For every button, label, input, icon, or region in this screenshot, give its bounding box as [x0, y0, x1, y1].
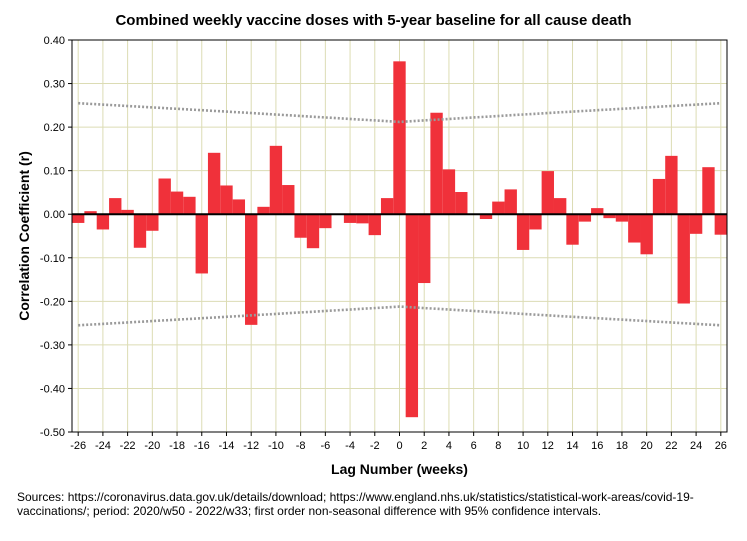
- x-tick-label: -2: [370, 440, 380, 452]
- bar-lag-2: [418, 214, 431, 284]
- y-tick-label: -0.30: [40, 340, 65, 352]
- y-tick-label: 0.30: [44, 79, 65, 91]
- bar-lag--16: [195, 214, 208, 274]
- bar-lag-25: [702, 167, 715, 215]
- bar-lag--13: [232, 199, 246, 215]
- x-tick-label: -6: [320, 440, 330, 452]
- y-tick-label: -0.40: [40, 383, 65, 395]
- bar-lag-17: [603, 214, 616, 219]
- bar-lag-16: [591, 208, 604, 215]
- x-tick-label: -4: [345, 440, 355, 452]
- source-footnote: Sources: https://coronavirus.data.gov.uk…: [17, 490, 694, 518]
- x-tick-label: 6: [471, 440, 477, 452]
- y-tick-label: -0.10: [40, 253, 65, 265]
- bar-lag--26: [72, 214, 85, 223]
- x-tick-label: -26: [70, 440, 86, 452]
- bar-lag-26: [714, 214, 727, 235]
- bar-lag-1: [405, 214, 419, 418]
- x-tick-label: 24: [690, 440, 702, 452]
- chart-title: Combined weekly vaccine doses with 5-yea…: [115, 12, 632, 29]
- bar-lag--9: [282, 185, 295, 215]
- x-tick-label: 18: [616, 440, 628, 452]
- x-tick-label: -16: [194, 440, 210, 452]
- x-tick-label: 2: [421, 440, 427, 452]
- x-tick-label: -12: [243, 440, 259, 452]
- x-tick-label: 10: [517, 440, 529, 452]
- x-tick-label: -14: [219, 440, 235, 452]
- x-tick-label: -8: [296, 440, 306, 452]
- x-tick-label: 14: [566, 440, 578, 452]
- x-tick-label: -18: [169, 440, 185, 452]
- x-tick-label: 22: [665, 440, 677, 452]
- y-tick-label: -0.20: [40, 296, 65, 308]
- bar-lag-9: [504, 189, 517, 215]
- bar-lag-13: [553, 198, 567, 215]
- bar-lag--4: [343, 214, 357, 223]
- x-tick-label: 16: [591, 440, 603, 452]
- bar-lag--22: [121, 209, 134, 215]
- bar-lag--3: [356, 214, 369, 224]
- bar-lag--10: [269, 145, 283, 215]
- bar-lag-11: [529, 214, 542, 230]
- x-tick-label: -20: [144, 440, 160, 452]
- bar-lag--23: [109, 198, 122, 215]
- bar-lag-23: [677, 214, 690, 304]
- x-axis-label: Lag Number (weeks): [331, 461, 468, 477]
- bar-layer: [72, 61, 727, 418]
- bar-lag--24: [96, 214, 110, 230]
- bar-lag-7: [479, 214, 493, 220]
- y-axis-ticks: 0.40 0.30 0.20 0.10 0.00 -0.10 -0.20 -0.30 -0.40…: [40, 35, 72, 439]
- bar-lag-14: [566, 214, 579, 245]
- y-tick-label: 0.40: [44, 35, 65, 47]
- bar-lag--25: [84, 211, 97, 215]
- x-tick-label: 8: [495, 440, 501, 452]
- bar-lag-15: [578, 214, 592, 222]
- bar-lag-21: [652, 178, 666, 215]
- y-tick-label: 0.20: [44, 122, 65, 134]
- bar-lag--11: [257, 206, 270, 215]
- bar-lag--18: [170, 191, 184, 215]
- bar-lag-18: [615, 214, 629, 222]
- bar-lag-4: [442, 169, 456, 215]
- x-tick-label: 12: [542, 440, 554, 452]
- bar-lag-22: [665, 155, 678, 215]
- x-tick-label: 20: [641, 440, 653, 452]
- y-tick-label: 0.10: [44, 166, 65, 178]
- bar-lag-19: [628, 214, 641, 243]
- lower-confidence-limit: [78, 305, 721, 327]
- x-axis-ticks: -26 -24 -22 -20 -18 -16 -14 -12 -10 -8 -6 -4 -2 0 2 4 6 8…: [70, 432, 727, 452]
- y-tick-label: 0.00: [44, 209, 65, 221]
- bar-lag--6: [319, 214, 332, 229]
- bar-lag--2: [368, 214, 381, 236]
- x-tick-label: -24: [95, 440, 111, 452]
- bar-lag-12: [541, 171, 554, 215]
- bar-lag-24: [689, 214, 703, 234]
- x-tick-label: 4: [446, 440, 452, 452]
- upper-confidence-limit: [78, 101, 721, 124]
- bar-lag--7: [306, 214, 320, 249]
- x-tick-label: -22: [120, 440, 136, 452]
- x-tick-label: 0: [396, 440, 402, 452]
- bar-lag--14: [220, 185, 233, 215]
- confidence-limits: [78, 101, 721, 327]
- bar-lag-20: [640, 214, 653, 255]
- bar-lag--1: [380, 198, 394, 215]
- bar-lag-3: [430, 112, 443, 215]
- x-tick-label: -10: [268, 440, 284, 452]
- bar-lag-8: [492, 201, 505, 215]
- bar-lag-0: [393, 61, 406, 215]
- x-tick-label: 26: [715, 440, 727, 452]
- bar-lag--19: [158, 178, 171, 215]
- bar-lag-5: [455, 192, 468, 215]
- bar-lag-10: [516, 214, 530, 250]
- bar-lag--8: [294, 214, 307, 238]
- bar-lag--20: [146, 214, 159, 231]
- bar-lag--12: [245, 214, 258, 325]
- bar-lag--17: [183, 196, 196, 215]
- y-tick-label: -0.50: [40, 427, 65, 439]
- bar-lag--21: [133, 214, 147, 248]
- bar-lag--15: [207, 152, 221, 215]
